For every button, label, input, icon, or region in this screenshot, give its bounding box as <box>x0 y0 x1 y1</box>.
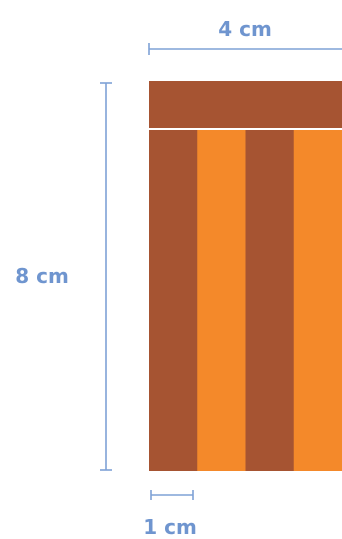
width-dimension: 4 cm <box>148 17 342 55</box>
strip-1 <box>149 130 198 471</box>
bar-top-band <box>149 81 342 128</box>
height-dimension: 8 cm <box>15 82 112 471</box>
height-label: 8 cm <box>15 264 69 288</box>
strip-4 <box>293 130 342 471</box>
strip-2 <box>197 130 246 471</box>
strip-3 <box>245 130 295 471</box>
strip-width-label: 1 cm <box>143 515 197 539</box>
strip-width-dimension: 1 cm <box>143 490 197 539</box>
bar-strips <box>149 130 342 471</box>
bar <box>149 81 342 471</box>
width-label: 4 cm <box>218 17 272 41</box>
